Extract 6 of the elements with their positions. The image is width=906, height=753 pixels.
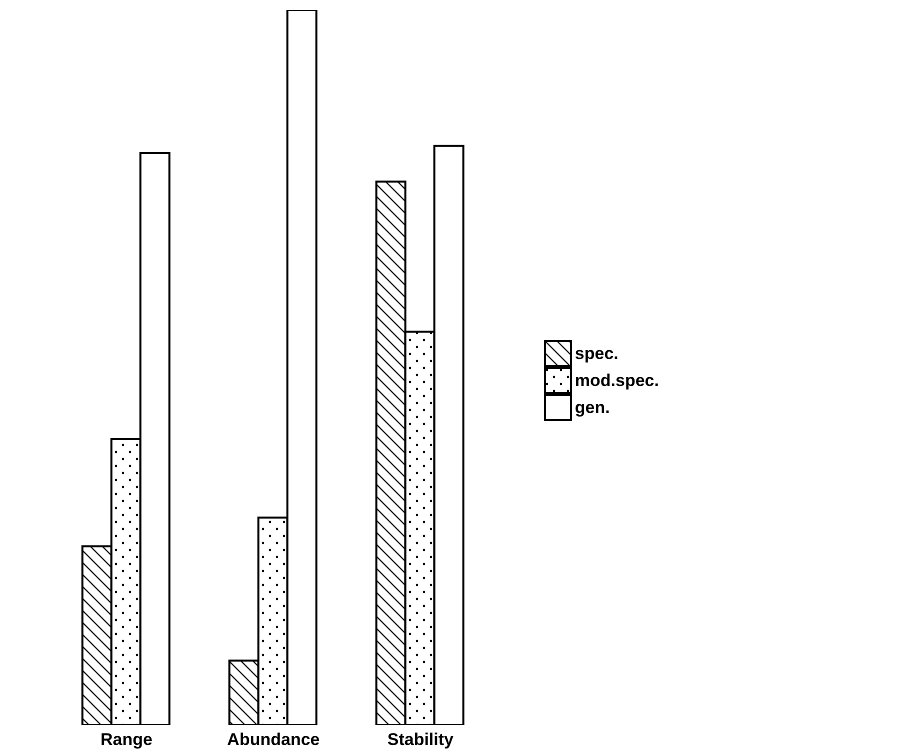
- legend-label: mod.spec.: [574, 370, 659, 390]
- x-tick-label: Abundance: [227, 730, 320, 750]
- x-tick-label: Stability: [387, 730, 454, 750]
- x-tick-label: Range: [100, 730, 152, 750]
- legend-label: gen.: [574, 398, 610, 418]
- legend-label: spec.: [574, 344, 618, 364]
